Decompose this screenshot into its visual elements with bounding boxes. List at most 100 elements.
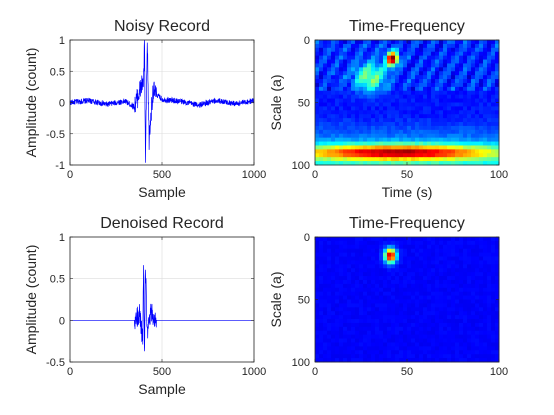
heatmap-cell (443, 102, 448, 107)
heatmap-cell (431, 63, 436, 68)
heatmap-cell (483, 248, 488, 254)
y-axis-label: Scale (a) (268, 271, 284, 327)
heatmap-cell (439, 334, 444, 339)
heatmap-cell (471, 346, 476, 351)
heatmap-cell (403, 63, 408, 68)
heatmap-cell (459, 59, 464, 64)
heatmap-cell (379, 133, 384, 139)
heatmap-cell (371, 334, 376, 339)
heatmap-cell (407, 90, 412, 96)
heatmap-cell (439, 63, 444, 68)
heatmap-cell (419, 82, 424, 88)
heatmap-cell (355, 326, 360, 332)
heatmap-cell (459, 268, 464, 273)
heatmap-cell (399, 55, 404, 60)
heatmap-cell (487, 47, 492, 53)
heatmap-cell (495, 106, 500, 111)
heatmap-cell (455, 59, 460, 64)
heatmap-cell (363, 358, 368, 363)
heatmap-cell (347, 264, 352, 269)
heatmap-cell (367, 43, 372, 49)
heatmap-cell (351, 303, 356, 308)
heatmap-cell (491, 346, 496, 351)
heatmap-cell (315, 153, 320, 158)
heatmap-cell (367, 299, 372, 304)
heatmap-cell (375, 291, 380, 296)
heatmap-cell (419, 311, 424, 316)
heatmap-cell (391, 307, 396, 312)
heatmap-cell (331, 129, 336, 135)
heatmap-cell (339, 59, 344, 64)
heatmap-cell (319, 94, 324, 99)
heatmap-cell (343, 71, 348, 76)
heatmap-cell (375, 350, 380, 355)
heatmap-cell (423, 133, 428, 139)
heatmap-cell (379, 319, 384, 324)
heatmap-cell (383, 315, 388, 320)
heatmap-cell (339, 338, 344, 343)
heatmap-cell (491, 161, 496, 166)
heatmap-cell (383, 358, 388, 363)
heatmap-cell (403, 354, 408, 359)
heatmap-cell (323, 307, 328, 312)
heatmap-cell (395, 114, 400, 119)
heatmap-cell (415, 145, 420, 150)
heatmap-cell (327, 315, 332, 320)
heatmap-cell (323, 287, 328, 293)
heatmap-cell (495, 268, 500, 273)
heatmap-cell (387, 129, 392, 135)
heatmap-cell (403, 75, 408, 80)
heatmap-cell (451, 43, 456, 49)
heatmap-cell (475, 283, 480, 289)
heatmap-cell (319, 248, 324, 254)
heatmap-cell (455, 264, 460, 269)
heatmap-cell (475, 86, 480, 92)
heatmap-cell (479, 94, 484, 99)
heatmap-cell (495, 248, 500, 254)
heatmap-cell (471, 240, 476, 246)
heatmap-cell (447, 129, 452, 135)
heatmap-cell (399, 283, 404, 289)
heatmap-cell (351, 86, 356, 92)
heatmap-cell (319, 133, 324, 139)
heatmap-cell (375, 264, 380, 269)
heatmap-cell (439, 248, 444, 254)
heatmap-cell (467, 350, 472, 355)
heatmap-cell (475, 55, 480, 60)
heatmap-cell (459, 244, 464, 250)
heatmap-cell (347, 334, 352, 339)
heatmap-cell (483, 295, 488, 300)
heatmap-cell (423, 244, 428, 250)
heatmap-cell (415, 322, 420, 328)
heatmap-cell (399, 110, 404, 115)
heatmap-cell (403, 141, 408, 146)
heatmap-cell (315, 40, 320, 45)
heatmap-cell (479, 276, 484, 281)
heatmap-cell (467, 161, 472, 166)
heatmap-cell (371, 354, 376, 359)
heatmap-cell (323, 157, 328, 162)
heatmap-cell (467, 338, 472, 343)
heatmap-cell (395, 268, 400, 273)
heatmap-cell (387, 315, 392, 320)
heatmap-cell (319, 98, 324, 103)
heatmap-cell (411, 276, 416, 281)
heatmap-cell (447, 110, 452, 115)
heatmap-cell (363, 240, 368, 246)
heatmap-cell (351, 350, 356, 355)
heatmap-cell (471, 283, 476, 289)
heatmap-cell (327, 75, 332, 80)
heatmap-cell (371, 330, 376, 336)
heatmap-cell (435, 149, 440, 154)
heatmap-cell (331, 322, 336, 328)
heatmap-cell (431, 346, 436, 351)
heatmap-cell (403, 94, 408, 99)
heatmap-cell (415, 326, 420, 332)
heatmap-cell (367, 256, 372, 261)
heatmap-cell (411, 110, 416, 115)
heatmap-cell (363, 346, 368, 351)
heatmap-cell (391, 122, 396, 127)
heatmap-cell (387, 276, 392, 281)
heatmap-cell (427, 102, 432, 107)
heatmap-cell (343, 55, 348, 60)
